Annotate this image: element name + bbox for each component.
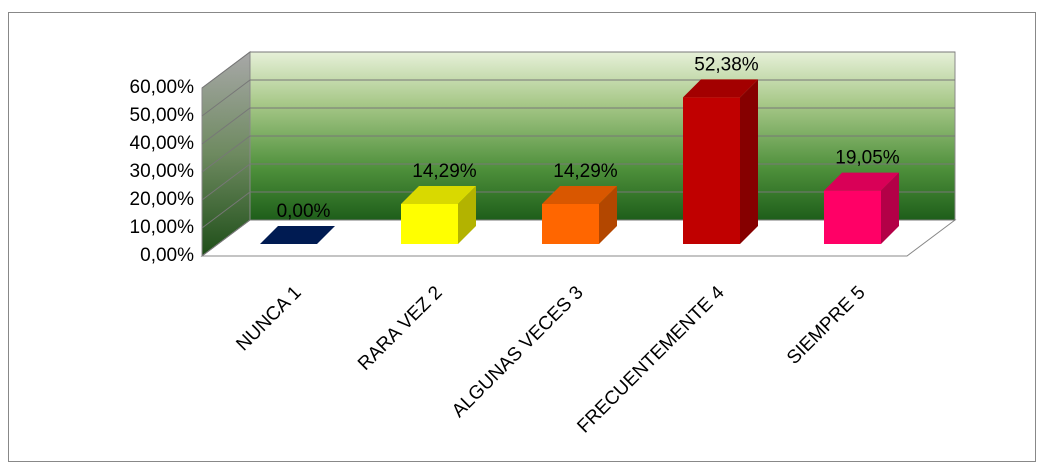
value-label: 14,29%: [553, 161, 618, 182]
y-tick-label: 20,00%: [130, 189, 195, 210]
value-label: 19,05%: [835, 148, 900, 169]
bar: [401, 203, 458, 244]
y-tick-label: 40,00%: [130, 133, 195, 154]
y-tick-label: 0,00%: [140, 245, 194, 266]
bar-side: [881, 172, 899, 244]
bar: [542, 203, 599, 244]
value-label: 0,00%: [277, 201, 331, 222]
bar: [683, 97, 740, 244]
bar-side: [599, 185, 617, 244]
bar-side: [458, 185, 476, 244]
bar-side: [740, 79, 758, 244]
y-tick-label: 10,00%: [130, 217, 195, 238]
bar-top: [401, 185, 476, 204]
y-tick-label: 60,00%: [130, 77, 195, 98]
bar: [824, 190, 881, 244]
bar-top: [683, 79, 758, 98]
bar-top: [260, 226, 335, 244]
y-tick-label: 30,00%: [130, 161, 195, 182]
grid-line: [201, 51, 955, 89]
bar-top: [542, 185, 617, 204]
value-label: 14,29%: [412, 161, 477, 182]
value-label: 52,38%: [694, 54, 759, 75]
bar-top: [824, 172, 899, 191]
y-tick-label: 50,00%: [130, 105, 195, 126]
